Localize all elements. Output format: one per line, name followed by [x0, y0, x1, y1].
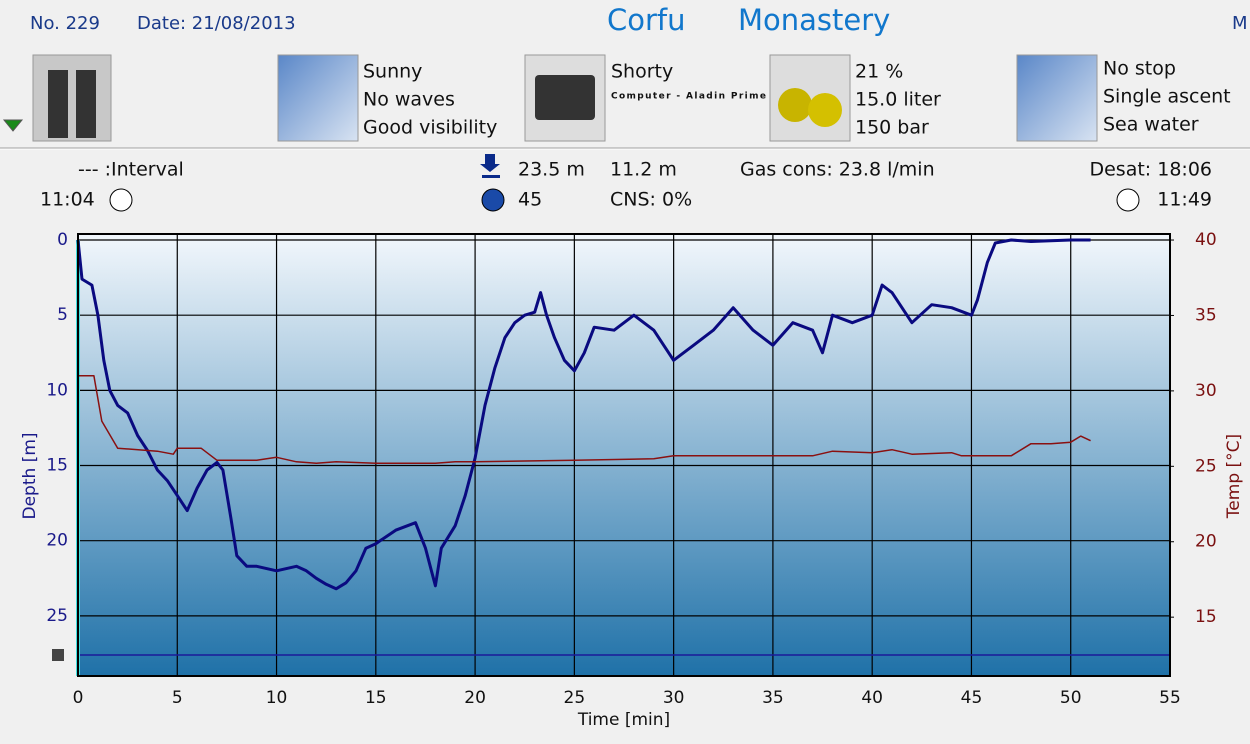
diver-figure: [76, 70, 96, 138]
plot-border: [77, 233, 1171, 677]
x-tick-label: 20: [464, 688, 486, 708]
dive-number: No. 229: [30, 13, 100, 34]
y-tick-label: 15: [46, 456, 68, 476]
computer-figure: [535, 75, 595, 120]
y-tick-label: 25: [46, 606, 68, 626]
y2-tick-label: 25: [1195, 456, 1217, 476]
dive-type-icon: [1016, 54, 1098, 142]
y-tick-label: 10: [46, 380, 68, 400]
divers-icon: [32, 54, 112, 142]
computer-text: Computer - Aladin Prime: [611, 92, 766, 102]
weather-icon: [277, 54, 359, 142]
x-tick-label: 55: [1159, 688, 1181, 708]
y-axis-title: Depth [m]: [20, 432, 40, 519]
x-tick-label: 45: [961, 688, 983, 708]
tank-figure: [778, 88, 812, 122]
x-tick-label: 15: [365, 688, 387, 708]
y-tick-label: 20: [46, 531, 68, 551]
dive-line: Single ascent: [1103, 86, 1231, 108]
exit-time: 11:49: [1157, 189, 1212, 211]
interval: --- :Interval: [78, 159, 184, 181]
y2-tick-label: 40: [1195, 230, 1217, 250]
dive-line: Sea water: [1103, 114, 1199, 136]
weather-line: No waves: [363, 89, 455, 111]
dive-line: No stop: [1103, 58, 1176, 80]
clock-icon: [109, 188, 133, 212]
entry-time: 11:04: [40, 189, 95, 211]
cns: CNS: 0%: [610, 189, 692, 211]
x-tick-label: 50: [1060, 688, 1082, 708]
y-tick-label: 5: [57, 305, 68, 325]
weather-line: Good visibility: [363, 117, 497, 139]
desat-time: Desat: 18:06: [1089, 159, 1212, 181]
x-tick-label: 40: [861, 688, 883, 708]
series-line: [78, 375, 1091, 465]
suit-text: Shorty: [611, 61, 673, 83]
avg-depth: 11.2 m: [610, 159, 677, 181]
truncated-text: M: [1232, 13, 1248, 34]
x-tick-label: 30: [663, 688, 685, 708]
x-tick-label: 0: [73, 688, 84, 708]
dive-location: Monastery: [738, 3, 890, 37]
gas-consumption: Gas cons: 23.8 l/min: [740, 159, 935, 181]
gas-line: 150 bar: [855, 117, 929, 139]
series-line: [76, 238, 1091, 591]
y2-tick-label: 35: [1195, 305, 1217, 325]
dive-site: Corfu: [607, 3, 686, 37]
tank-figure: [808, 93, 842, 127]
dropdown-button[interactable]: [2, 119, 24, 132]
clock-icon: [1116, 188, 1140, 212]
y2-tick-label: 20: [1195, 532, 1217, 552]
x-tick-label: 35: [762, 688, 784, 708]
gas-line: 21 %: [855, 61, 903, 83]
dive-date: Date: 21/08/2013: [137, 13, 296, 34]
duration-icon: [481, 188, 505, 212]
gas-line: 15.0 liter: [855, 89, 941, 111]
x-tick-label: 25: [564, 688, 586, 708]
y2-tick-label: 15: [1195, 607, 1217, 627]
max-depth-icon: [480, 154, 500, 178]
tank-marker: [52, 649, 64, 661]
x-tick-label: 10: [266, 688, 288, 708]
weather-line: Sunny: [363, 61, 422, 83]
y2-tick-label: 30: [1195, 381, 1217, 401]
y2-axis-title: Temp [°C]: [1224, 434, 1244, 519]
max-depth: 23.5 m: [518, 159, 585, 181]
y-tick-label: 0: [57, 230, 68, 250]
duration: 45: [518, 189, 542, 211]
x-tick-label: 5: [172, 688, 183, 708]
x-axis-title: Time [min]: [577, 710, 670, 730]
diver-figure: [48, 70, 68, 138]
plot-area: [78, 234, 1170, 676]
